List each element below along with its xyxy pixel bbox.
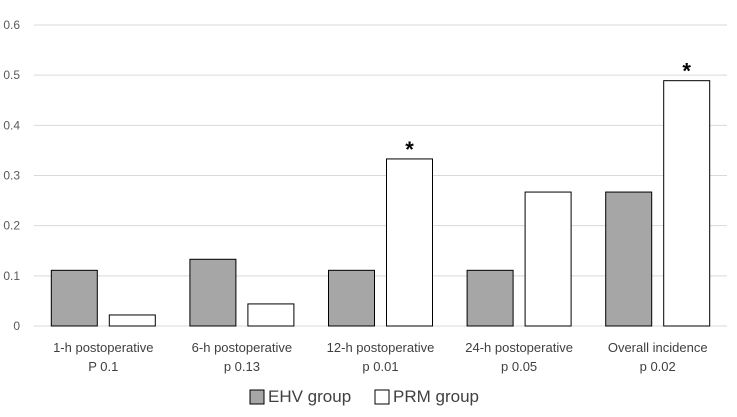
significance-asterisk: * <box>682 59 691 84</box>
x-axis-labels: 1-h postoperative P 0.1 6-h postoperative p… <box>53 340 707 374</box>
y-tick-label: 0.4 <box>3 118 20 132</box>
legend-label: PRM group <box>393 387 479 406</box>
x-tick-label: 6-h postoperative <box>192 340 292 355</box>
bar-prm-group <box>247 303 295 327</box>
x-tick-label: 1-h postoperative <box>53 340 153 355</box>
x-tick-label: p 0.01 <box>362 359 398 374</box>
legend-swatch <box>374 389 390 405</box>
x-tick-label: p 0.05 <box>501 359 537 374</box>
x-tick-label: p 0.13 <box>224 359 260 374</box>
x-tick-label: Overall incidence <box>608 340 708 355</box>
x-tick-label: 24-h postoperative <box>465 340 573 355</box>
y-tick-label: 0 <box>13 319 20 333</box>
bar-prm-group <box>663 80 711 327</box>
y-tick-label: 0.3 <box>3 169 20 183</box>
bar-ehv-group <box>466 269 514 327</box>
bar-ehv-group <box>189 258 237 327</box>
bar-prm-group <box>524 191 572 327</box>
y-tick-label: 0.6 <box>3 18 20 32</box>
x-tick-label: p 0.02 <box>640 359 676 374</box>
bar-prm-group <box>108 314 156 327</box>
legend: EHV group PRM group <box>249 387 479 406</box>
bar-prm-group <box>386 158 433 327</box>
y-tick-label: 0.2 <box>3 219 20 233</box>
legend-label: EHV group <box>268 387 351 406</box>
y-tick-label: 0.5 <box>3 68 20 82</box>
significance-asterisk: * <box>405 137 414 162</box>
x-tick-label: P 0.1 <box>88 359 118 374</box>
y-tick-label: 0.1 <box>3 269 20 283</box>
bars <box>50 80 711 327</box>
bar-ehv-group <box>605 191 653 327</box>
bar-ehv-group <box>328 269 375 327</box>
bar-ehv-group <box>50 269 98 327</box>
gridlines <box>34 24 727 327</box>
significance-markers: ** <box>405 59 691 162</box>
y-axis-ticks: 0 0.1 0.2 0.3 0.4 0.5 0.6 <box>3 18 20 333</box>
legend-swatch <box>249 389 265 405</box>
x-tick-label: 12-h postoperative <box>327 340 435 355</box>
